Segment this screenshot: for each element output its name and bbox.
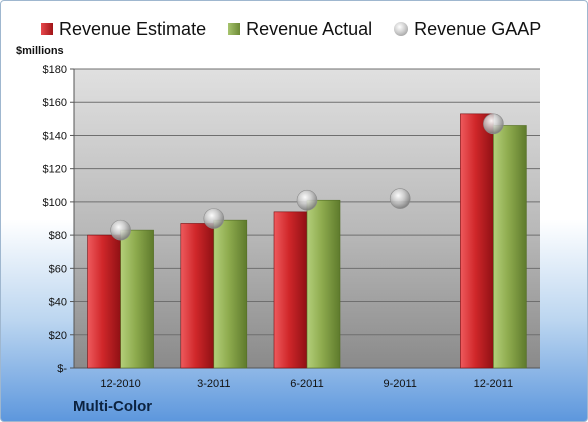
y-tick-label: $120: [43, 164, 67, 176]
y-axis: $- $20 $40 $60 $80 $100 $120 $140 $160 $180: [43, 64, 75, 375]
y-tick-label: $180: [43, 64, 67, 76]
y-tick-label: $160: [43, 97, 67, 109]
y-tick-label: $80: [49, 230, 67, 242]
legend-swatch-gaap: [394, 22, 409, 36]
legend-label-estimate: Revenue Estimate: [59, 18, 207, 39]
bar-revenue-actual: [213, 219, 248, 369]
y-tick-label: $20: [49, 330, 67, 342]
bar-revenue-estimate: [87, 234, 121, 369]
legend: Revenue Estimate Revenue Actual Revenue …: [41, 15, 571, 43]
x-tick-label: 3-2011: [197, 378, 230, 390]
bar-revenue-actual: [306, 199, 341, 369]
x-axis: 12-2010 3-2011 6-2011 9-2011 12-2011: [74, 367, 540, 390]
legend-item-actual: Revenue Actual: [228, 19, 372, 40]
bar-revenue-estimate: [460, 113, 494, 369]
point-revenue-gaap: [110, 219, 131, 241]
point-revenue-gaap: [483, 113, 504, 135]
bar-revenue-actual: [120, 229, 154, 369]
legend-item-estimate: Revenue Estimate: [41, 19, 206, 40]
legend-label-gaap: Revenue GAAP: [414, 18, 542, 39]
legend-label-actual: Revenue Actual: [246, 18, 373, 39]
point-revenue-gaap: [203, 208, 225, 229]
bar-revenue-actual: [493, 125, 527, 369]
y-tick-label: $100: [43, 197, 67, 209]
bar-revenue-estimate: [273, 211, 308, 369]
point-revenue-gaap: [296, 189, 318, 211]
legend-swatch-estimate: [41, 23, 53, 35]
x-tick-label: 12-2010: [100, 378, 140, 390]
bars: [87, 113, 527, 369]
company-label: Multi-Color: [73, 398, 153, 415]
y-tick-label: $40: [49, 297, 67, 309]
legend-item-gaap: Revenue GAAP: [394, 19, 541, 40]
point-revenue-gaap: [389, 188, 411, 209]
x-tick-label: 6-2011: [290, 378, 323, 390]
gaap-points: [110, 113, 504, 241]
x-tick-label: 9-2011: [383, 378, 416, 390]
y-tick-label: $140: [43, 130, 67, 142]
x-tick-label: 12-2011: [474, 378, 514, 390]
y-tick-label: $60: [49, 263, 67, 275]
legend-swatch-actual: [228, 23, 241, 35]
y-axis-unit-label: $millions: [16, 45, 64, 57]
y-tick-label: $-: [57, 363, 67, 375]
bar-revenue-estimate: [180, 223, 215, 369]
